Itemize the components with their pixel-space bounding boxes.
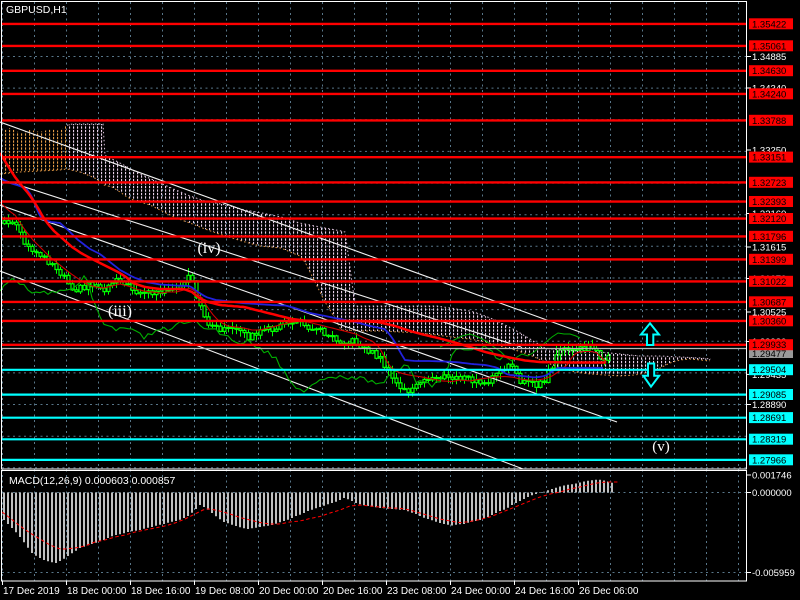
svg-text:1.29933: 1.29933 (752, 340, 786, 351)
svg-text:1.28691: 1.28691 (752, 413, 786, 424)
svg-text:1.31022: 1.31022 (752, 277, 786, 288)
svg-text:1.35061: 1.35061 (752, 41, 786, 52)
svg-text:1.29085: 1.29085 (752, 390, 786, 401)
svg-text:24 Dec 16:00: 24 Dec 16:00 (515, 586, 575, 597)
svg-text:1.31399: 1.31399 (752, 255, 786, 266)
svg-text:18 Dec 16:00: 18 Dec 16:00 (131, 586, 191, 597)
svg-text:1.32120: 1.32120 (752, 214, 786, 225)
svg-text:1.34240: 1.34240 (752, 89, 786, 100)
svg-text:1.30360: 1.30360 (752, 316, 786, 327)
svg-text:GBPUSD,H1: GBPUSD,H1 (6, 4, 67, 16)
svg-text:26 Dec 06:00: 26 Dec 06:00 (579, 586, 639, 597)
svg-text:1.34630: 1.34630 (752, 66, 786, 77)
svg-text:20 Dec 16:00: 20 Dec 16:00 (323, 586, 383, 597)
svg-text:1.27966: 1.27966 (752, 455, 786, 466)
svg-text:1.30687: 1.30687 (752, 297, 786, 308)
svg-text:17 Dec 2019: 17 Dec 2019 (3, 586, 60, 597)
svg-text:19 Dec 08:00: 19 Dec 08:00 (195, 586, 255, 597)
svg-text:24 Dec 00:00: 24 Dec 00:00 (451, 586, 511, 597)
svg-text:1.35422: 1.35422 (752, 19, 786, 30)
svg-text:-0.005959: -0.005959 (752, 568, 795, 579)
svg-text:1.34885: 1.34885 (752, 52, 786, 63)
svg-text:1.31796: 1.31796 (752, 232, 786, 243)
svg-text:1.28890: 1.28890 (752, 400, 786, 411)
svg-text:1.33151: 1.33151 (752, 153, 786, 164)
svg-text:1.32723: 1.32723 (752, 178, 786, 189)
svg-text:(v): (v) (652, 439, 670, 455)
svg-text:1.28319: 1.28319 (752, 435, 786, 446)
svg-text:(iii): (iii) (108, 303, 132, 320)
svg-text:1.30525: 1.30525 (752, 307, 786, 318)
svg-text:1.29435: 1.29435 (752, 370, 786, 381)
svg-text:(iv): (iv) (197, 240, 220, 257)
svg-text:20 Dec 00:00: 20 Dec 00:00 (259, 586, 319, 597)
svg-text:18 Dec 00:00: 18 Dec 00:00 (67, 586, 127, 597)
svg-text:1.33788: 1.33788 (752, 116, 786, 127)
svg-text:23 Dec 08:00: 23 Dec 08:00 (387, 586, 447, 597)
svg-text:1.31615: 1.31615 (752, 242, 786, 253)
svg-text:1.29504: 1.29504 (752, 365, 786, 376)
svg-text:0.000000: 0.000000 (752, 488, 792, 499)
svg-text:1.29477: 1.29477 (752, 349, 786, 360)
svg-text:1.33250: 1.33250 (752, 145, 786, 156)
svg-text:0.001746: 0.001746 (752, 470, 792, 481)
svg-text:MACD(12,26,9) 0.000603 0.00085: MACD(12,26,9) 0.000603 0.000857 (9, 475, 176, 487)
svg-text:1.32393: 1.32393 (752, 197, 786, 208)
